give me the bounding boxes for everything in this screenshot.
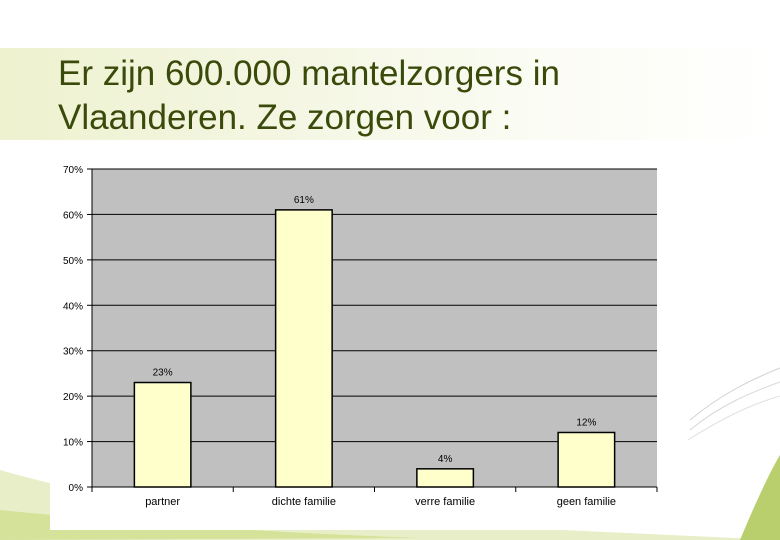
data-label: 23%: [153, 368, 173, 379]
y-tick-label: 20%: [63, 392, 83, 403]
bar-1: [133, 381, 192, 488]
bar-2: [274, 209, 333, 488]
bar-4: [557, 431, 616, 488]
y-tick-label: 10%: [63, 438, 83, 449]
x-tick-label: dichte familie: [272, 496, 336, 508]
y-tick-label: 40%: [63, 301, 83, 312]
y-tick-label: 50%: [63, 256, 83, 267]
slide-title: Er zijn 600.000 mantelzorgers in Vlaande…: [58, 54, 560, 137]
bar-chart: 0% 10% 20% 30% 40% 50% 60% 70% 23% partner 61% dich…: [63, 165, 658, 508]
x-tick-label: verre familie: [415, 496, 475, 508]
chart-panel: 0% 10% 20% 30% 40% 50% 60% 70% 23% partner 61% dich…: [50, 150, 684, 530]
data-label: 12%: [576, 417, 596, 428]
y-tick-label: 60%: [63, 210, 83, 221]
bar-3: [416, 468, 475, 488]
data-label: 61%: [294, 195, 314, 206]
y-tick-label: 70%: [63, 165, 83, 176]
y-tick-label: 0%: [69, 483, 84, 494]
title-band: [0, 48, 780, 140]
x-tick-label: partner: [145, 496, 180, 508]
x-tick-label: geen familie: [557, 496, 616, 508]
data-label: 4%: [438, 454, 453, 465]
y-tick-label: 30%: [63, 347, 83, 358]
